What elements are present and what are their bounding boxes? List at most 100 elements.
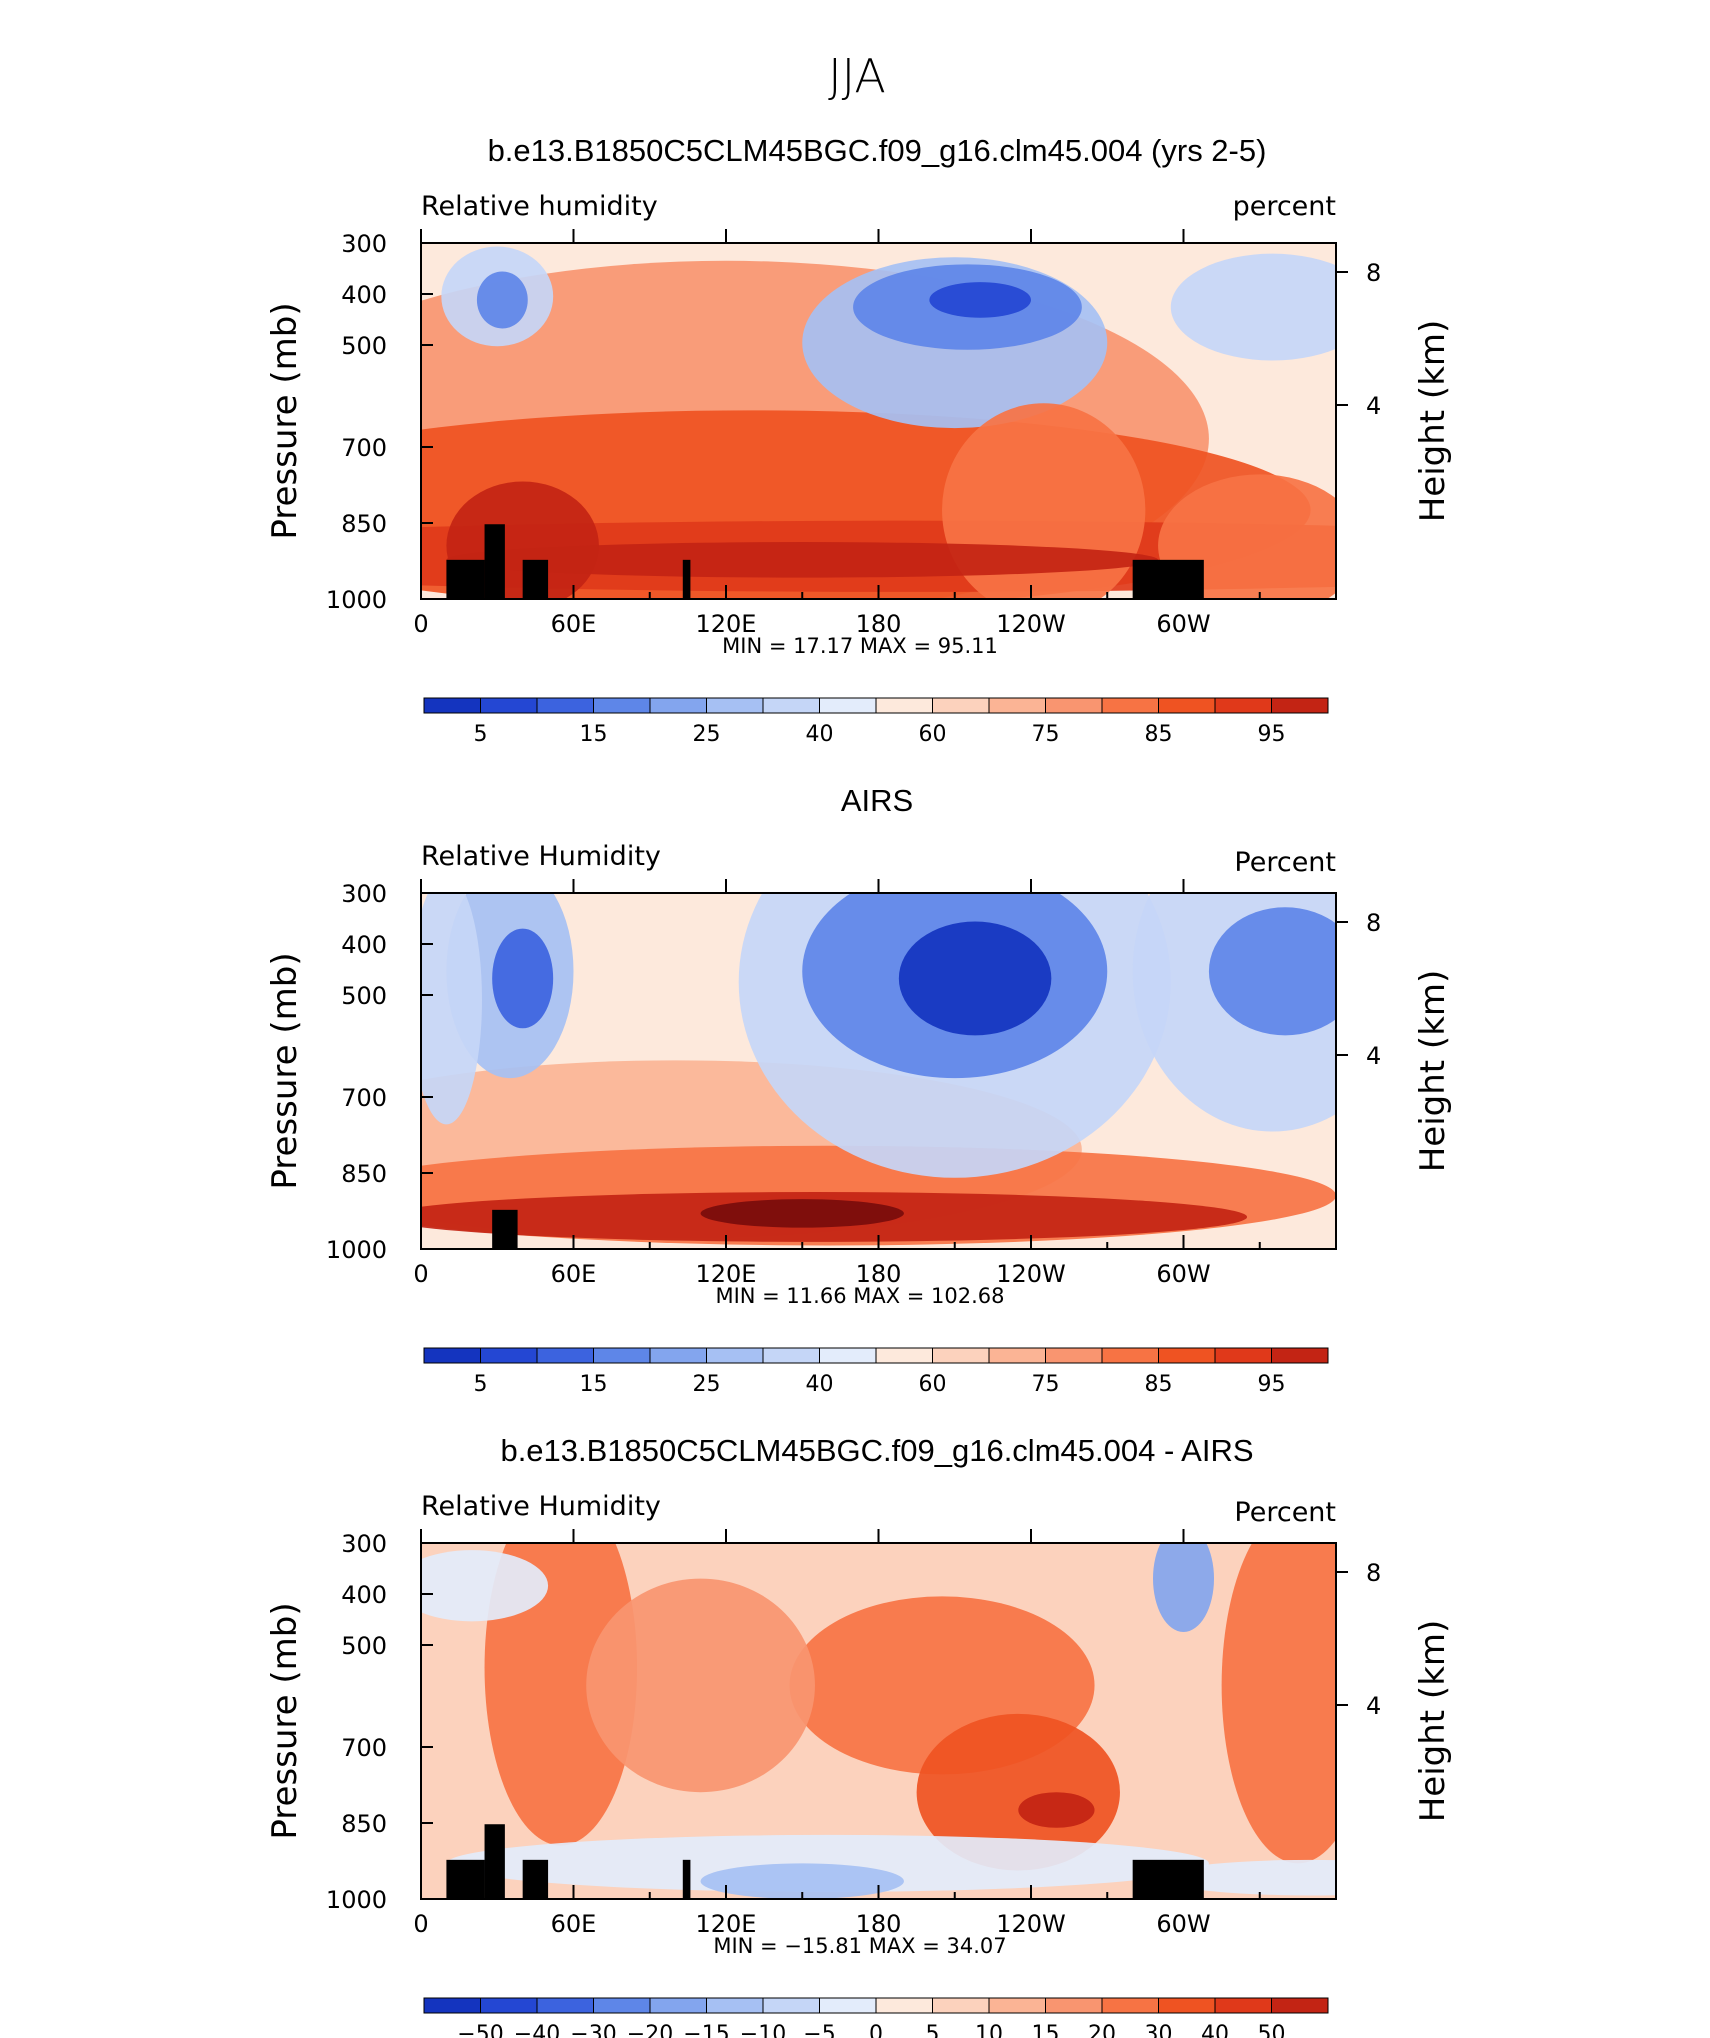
chart-title: AIRS bbox=[841, 783, 913, 818]
colorbar-label: 75 bbox=[1032, 1372, 1060, 1397]
land-mask bbox=[682, 1859, 691, 1899]
contour-region bbox=[586, 1578, 815, 1793]
y-right-tick-label: 4 bbox=[1366, 392, 1381, 420]
colorbar-segment bbox=[988, 1997, 1046, 2014]
x-tick-label: 120E bbox=[696, 610, 757, 638]
y-tick-label: 700 bbox=[341, 1084, 387, 1112]
y-axis-label: Pressure (mb) bbox=[265, 1602, 305, 1839]
contour-region bbox=[1018, 1792, 1095, 1828]
contour-region bbox=[446, 542, 1159, 578]
colorbar-label: 0 bbox=[869, 2022, 883, 2038]
contour-region bbox=[421, 893, 482, 1125]
colorbar-label: 40 bbox=[806, 722, 834, 747]
colorbar-label: 30 bbox=[1145, 2022, 1173, 2038]
x-tick-label: 60W bbox=[1156, 1260, 1210, 1288]
colorbar-label: 5 bbox=[926, 2022, 940, 2038]
y-tick-label: 700 bbox=[341, 434, 387, 462]
contour-field bbox=[421, 1543, 1336, 1899]
colorbar-segment bbox=[988, 697, 1046, 714]
colorbar-label: −10 bbox=[740, 2022, 786, 2038]
land-mask bbox=[1132, 1859, 1204, 1899]
colorbar-segment bbox=[593, 1997, 651, 2014]
contour-region bbox=[484, 1543, 638, 1846]
chart-panel: b.e13.B1850C5CLM45BGC.f09_g16.clm45.004 … bbox=[265, 1433, 1453, 2038]
x-tick-label: 120E bbox=[696, 1260, 757, 1288]
y-tick-label: 1000 bbox=[326, 1886, 387, 1914]
chart-field-label: Relative Humidity bbox=[421, 1491, 661, 1522]
colorbar-segment bbox=[706, 1347, 764, 1364]
colorbar-segment bbox=[762, 1347, 820, 1364]
colorbar-segment bbox=[1045, 1997, 1103, 2014]
y-tick-label: 500 bbox=[341, 1632, 387, 1660]
contour-region bbox=[898, 921, 1052, 1036]
colorbar-label: 40 bbox=[1201, 2022, 1229, 2038]
contour-region bbox=[476, 271, 528, 329]
colorbar-label: 20 bbox=[1088, 2022, 1116, 2038]
land-mask bbox=[484, 524, 505, 599]
colorbar-segment bbox=[819, 1997, 877, 2014]
colorbar-segment bbox=[536, 1347, 594, 1364]
colorbar-segment bbox=[932, 697, 990, 714]
land-mask bbox=[484, 1824, 505, 1899]
chart-unit-label: percent bbox=[1233, 191, 1336, 222]
colorbar-segment bbox=[932, 1997, 990, 2014]
colorbar-segment bbox=[423, 1347, 481, 1364]
colorbar-segment bbox=[1045, 697, 1103, 714]
y-right-axis-label: Height (km) bbox=[1413, 970, 1453, 1173]
y-right-tick-label: 8 bbox=[1366, 259, 1381, 287]
colorbar-label: 75 bbox=[1032, 722, 1060, 747]
colorbar-label: 85 bbox=[1145, 722, 1173, 747]
colorbar-segment bbox=[1101, 1997, 1159, 2014]
chart-field-label: Relative Humidity bbox=[421, 841, 661, 872]
contour-region bbox=[421, 1550, 549, 1622]
y-tick-label: 400 bbox=[341, 931, 387, 959]
chart-title: b.e13.B1850C5CLM45BGC.f09_g16.clm45.004 … bbox=[500, 1433, 1253, 1468]
y-tick-label: 1000 bbox=[326, 1236, 387, 1264]
contour-region bbox=[1221, 1543, 1336, 1864]
x-tick-label: 60E bbox=[551, 1910, 597, 1938]
colorbar-segment bbox=[1101, 1347, 1159, 1364]
x-tick-label: 120W bbox=[996, 1910, 1066, 1938]
contour-region bbox=[492, 928, 554, 1029]
min-max-label: MIN = 17.17 MAX = 95.11 bbox=[722, 634, 998, 658]
colorbar-segment bbox=[1271, 1997, 1329, 2014]
colorbar-segment bbox=[593, 697, 651, 714]
colorbar-segment bbox=[536, 697, 594, 714]
x-tick-label: 120W bbox=[996, 610, 1066, 638]
colorbar-segment bbox=[706, 697, 764, 714]
y-tick-label: 850 bbox=[341, 1160, 387, 1188]
colorbar-segment bbox=[762, 697, 820, 714]
y-right-tick-label: 8 bbox=[1366, 1559, 1381, 1587]
y-tick-label: 400 bbox=[341, 281, 387, 309]
colorbar-label: −5 bbox=[803, 2022, 835, 2038]
colorbar-label: 25 bbox=[693, 722, 721, 747]
colorbar-label: −20 bbox=[627, 2022, 673, 2038]
colorbar-segment bbox=[875, 697, 933, 714]
x-tick-label: 120E bbox=[696, 1910, 757, 1938]
colorbar-label: 85 bbox=[1145, 1372, 1173, 1397]
land-mask bbox=[682, 559, 691, 599]
contour-region bbox=[942, 403, 1146, 599]
x-tick-label: 180 bbox=[856, 610, 902, 638]
colorbar-label: 40 bbox=[806, 1372, 834, 1397]
x-tick-label: 60E bbox=[551, 1260, 597, 1288]
colorbar-segment bbox=[423, 1997, 481, 2014]
colorbar-label: 50 bbox=[1258, 2022, 1286, 2038]
y-tick-label: 300 bbox=[341, 230, 387, 258]
y-axis-label: Pressure (mb) bbox=[265, 302, 305, 539]
contour-region bbox=[1153, 1543, 1214, 1632]
colorbar-segment bbox=[875, 1347, 933, 1364]
colorbar-label: −50 bbox=[457, 2022, 503, 2038]
contour-region bbox=[916, 1713, 1120, 1871]
y-tick-label: 500 bbox=[341, 332, 387, 360]
contour-region bbox=[700, 1199, 904, 1228]
x-tick-label: 0 bbox=[413, 1910, 428, 1938]
x-tick-label: 60E bbox=[551, 610, 597, 638]
x-tick-label: 0 bbox=[413, 610, 428, 638]
y-tick-label: 850 bbox=[341, 510, 387, 538]
y-right-tick-label: 4 bbox=[1366, 1692, 1381, 1720]
contour-region bbox=[446, 1834, 1209, 1892]
colorbar-label: 60 bbox=[919, 1372, 947, 1397]
y-tick-label: 850 bbox=[341, 1810, 387, 1838]
